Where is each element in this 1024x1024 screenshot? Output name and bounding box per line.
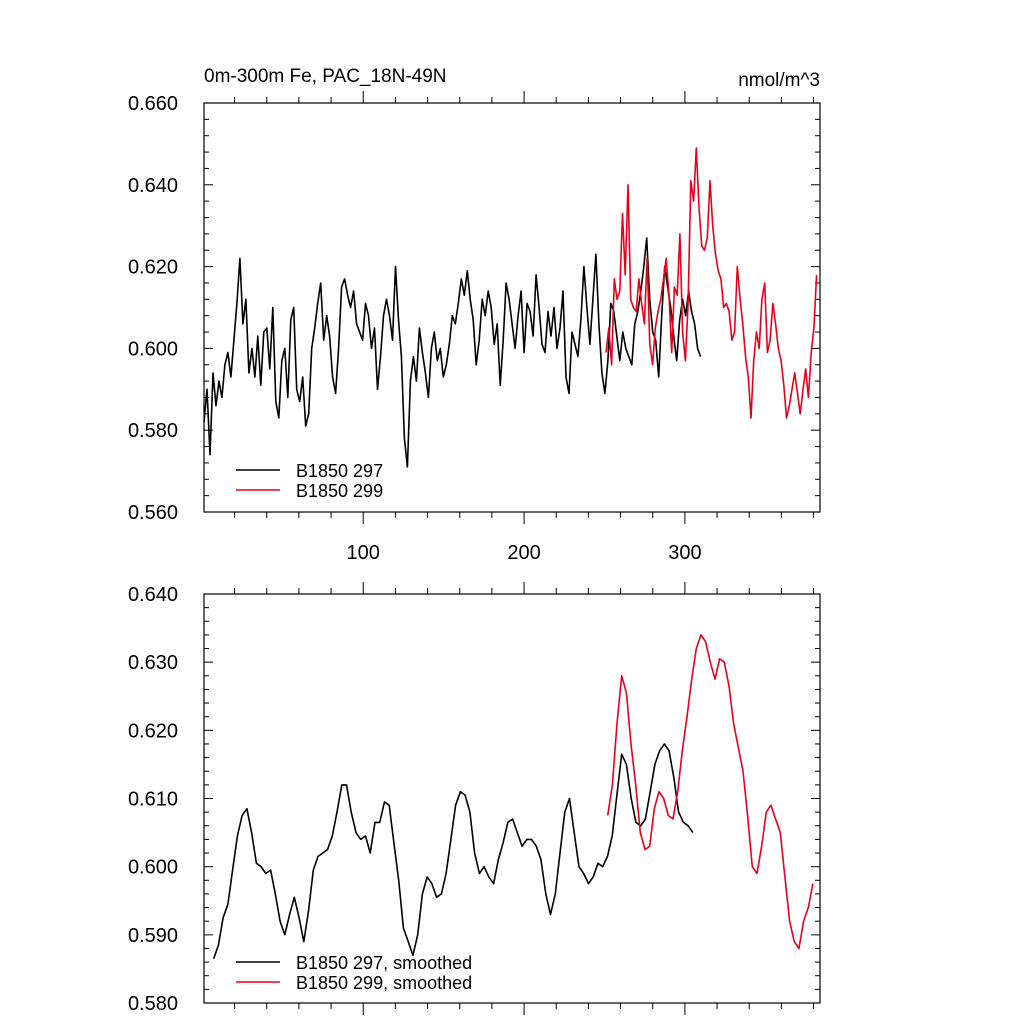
top-ytick-label: 0.600 <box>128 338 178 360</box>
top-ytick-label: 0.620 <box>128 257 178 279</box>
top-panel: 0m-300m Fe, PAC_18N-49N nmol/m^3 0.5600.… <box>128 66 821 564</box>
top-ytick-label: 0.660 <box>128 93 178 115</box>
bottom-ytick-label: 0.580 <box>128 993 178 1015</box>
top-legend-label-2: B1850 299 <box>296 481 383 501</box>
bottom-ytick-label: 0.600 <box>128 857 178 879</box>
bottom-panel: 0.580 0.590 0.600 0.610 0.620 0.630 0.640 B185… <box>128 582 821 1015</box>
bottom-axes: 0.580 0.590 0.600 0.610 0.620 0.630 0.640 <box>128 582 821 1015</box>
top-series-line-2 <box>605 147 818 419</box>
bottom-series-layer <box>212 634 814 959</box>
top-xtick-label: 100 <box>347 542 380 564</box>
top-series-line-1 <box>203 237 702 468</box>
top-ytick-label: 0.640 <box>128 175 178 197</box>
bottom-ytick-label: 0.640 <box>128 584 178 606</box>
bottom-ytick-label: 0.610 <box>128 789 178 811</box>
top-xtick-label: 300 <box>668 542 701 564</box>
top-title-left: 0m-300m Fe, PAC_18N-49N <box>204 66 447 87</box>
bottom-plot-frame <box>203 593 821 1004</box>
bottom-series-line-1 <box>212 743 694 959</box>
top-ytick-label: 0.560 <box>128 502 178 524</box>
bottom-ytick-label: 0.630 <box>128 652 178 674</box>
bottom-legend-label-1: B1850 297, smoothed <box>296 953 472 973</box>
top-xtick-label: 200 <box>507 542 540 564</box>
top-ytick-label: 0.580 <box>128 420 178 442</box>
bottom-ytick-label: 0.620 <box>128 720 178 742</box>
bottom-series-line-2 <box>606 634 814 950</box>
top-series-layer <box>203 147 818 468</box>
top-legend-label-1: B1850 297 <box>296 461 383 481</box>
top-axes: 0.560 0.580 0.600 0.620 0.640 0.660 100 200 300 <box>128 91 821 564</box>
top-plot-frame <box>203 102 821 513</box>
bottom-legend-label-2: B1850 299, smoothed <box>296 973 472 993</box>
bottom-ytick-label: 0.590 <box>128 925 178 947</box>
top-title-right: nmol/m^3 <box>738 70 820 91</box>
